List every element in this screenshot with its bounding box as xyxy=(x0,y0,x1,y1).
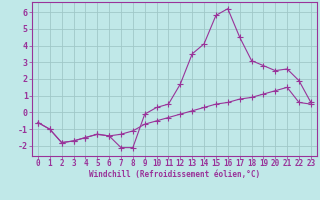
X-axis label: Windchill (Refroidissement éolien,°C): Windchill (Refroidissement éolien,°C) xyxy=(89,170,260,179)
